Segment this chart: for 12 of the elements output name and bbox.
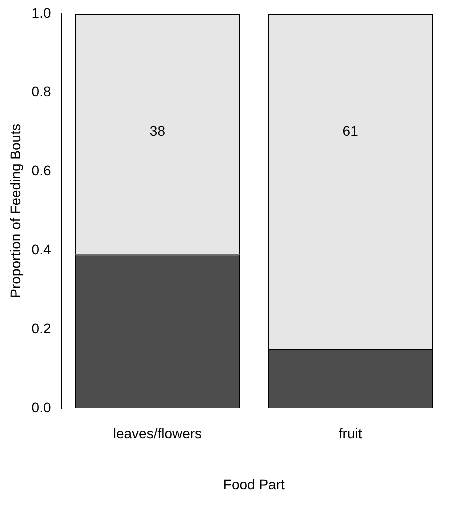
y-tick-label: 0.8 [32, 84, 52, 100]
annotation: 61 [342, 123, 359, 140]
y-tick-label: 1.0 [32, 4, 52, 21]
x-axis-title: Food Part [223, 476, 285, 492]
y-tick-label: 0.6 [32, 162, 52, 179]
annotation: 38 [150, 123, 166, 140]
y-tick-label: 0.2 [32, 320, 52, 336]
y-axis-title: Proportion of Feeding Bouts [7, 124, 24, 298]
y-tick-label: 0.4 [32, 242, 52, 258]
y-tick-label: 0.0 [32, 399, 52, 416]
x-tick-label: fruit [338, 426, 362, 442]
x-tick-label: leaves/flowers [113, 426, 202, 442]
